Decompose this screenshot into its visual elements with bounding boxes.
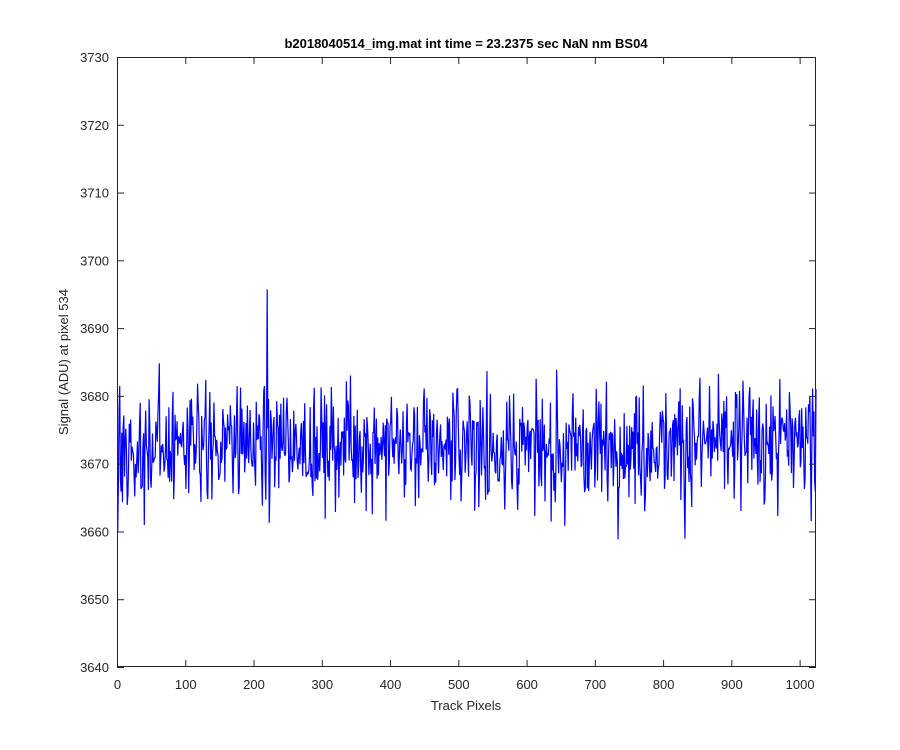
y-tick-label: 3660: [80, 524, 109, 539]
y-tick-label: 3700: [80, 253, 109, 268]
x-tick-label: 300: [311, 677, 333, 692]
x-tick-label: 700: [584, 677, 606, 692]
tick-layer: 0 100 200 300 400 500 600 700 800 900 1000 3640 3650…: [80, 50, 816, 692]
y-axis-label: Signal (ADU) at pixel 534: [56, 289, 71, 435]
x-tick-label: 400: [380, 677, 402, 692]
y-tick-label: 3680: [80, 389, 109, 404]
x-axis-label: Track Pixels: [431, 698, 502, 713]
y-tick-label: 3690: [80, 321, 109, 336]
x-tick-label: 100: [175, 677, 197, 692]
x-tick-label: 200: [243, 677, 265, 692]
x-tick-label: 1000: [786, 677, 815, 692]
x-tick-label: 900: [721, 677, 743, 692]
signal-series-line: [117, 289, 817, 540]
plot-area: [117, 57, 816, 667]
x-tick-label: 600: [516, 677, 538, 692]
x-tick-label: 500: [448, 677, 470, 692]
x-tick-label: 0: [114, 677, 121, 692]
y-tick-label: 3730: [80, 50, 109, 65]
axes-box: [117, 57, 816, 667]
y-tick-label: 3650: [80, 592, 109, 607]
y-tick-label: 3670: [80, 457, 109, 472]
y-tick-label: 3640: [80, 660, 109, 675]
y-tick-label: 3720: [80, 118, 109, 133]
chart-title: b2018040514_img.mat int time = 23.2375 s…: [284, 36, 648, 51]
x-tick-label: 800: [653, 677, 675, 692]
series-layer: [117, 289, 817, 540]
y-tick-label: 3710: [80, 186, 109, 201]
